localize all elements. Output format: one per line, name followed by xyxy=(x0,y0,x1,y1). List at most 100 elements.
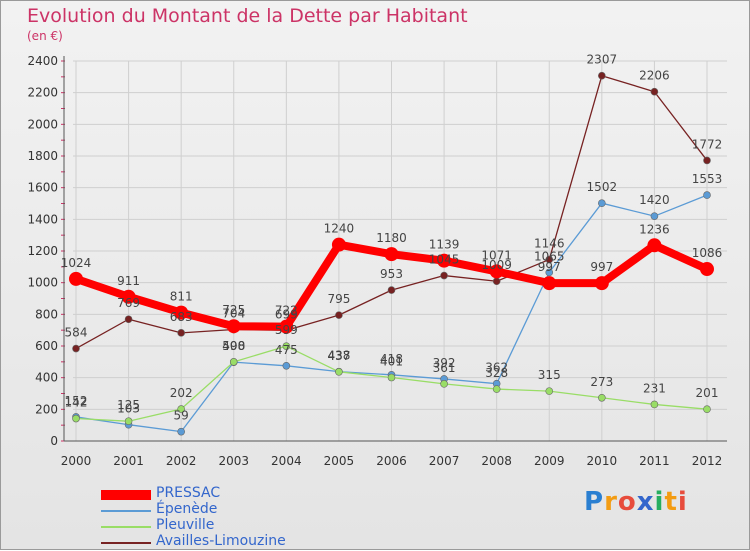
data-label: 125 xyxy=(117,398,140,412)
logo-letter: i xyxy=(677,487,688,517)
data-label: 911 xyxy=(117,274,140,288)
x-tick-label: 2011 xyxy=(639,454,670,468)
proxiti-logo: Proxiti xyxy=(584,487,688,517)
data-label: 1086 xyxy=(692,246,723,260)
data-label: 722 xyxy=(275,304,298,318)
x-tick-label: 2000 xyxy=(61,454,92,468)
data-point xyxy=(703,156,711,165)
data-label: 152 xyxy=(65,394,88,408)
y-tick-label: 2200 xyxy=(27,86,58,100)
data-point xyxy=(703,191,711,199)
data-label: 1065 xyxy=(534,249,565,263)
chart-subtitle: (en €) xyxy=(27,29,63,43)
y-tick-label: 1200 xyxy=(27,244,58,258)
data-label: 1139 xyxy=(429,238,460,252)
data-label: 315 xyxy=(538,368,561,382)
data-point xyxy=(387,373,396,382)
data-label: 328 xyxy=(485,366,508,380)
x-tick-label: 2001 xyxy=(113,454,144,468)
logo-letter: x xyxy=(636,487,655,517)
data-label: 1180 xyxy=(376,231,407,245)
data-label: 1236 xyxy=(639,222,670,236)
data-point xyxy=(279,319,294,334)
legend-swatch xyxy=(101,490,151,500)
data-point xyxy=(384,247,399,262)
x-tick-label: 2008 xyxy=(481,454,512,468)
logo-letter: r xyxy=(604,487,618,517)
data-point xyxy=(124,315,133,324)
data-label: 392 xyxy=(433,356,456,370)
chart-title: Evolution du Montant de la Dette par Hab… xyxy=(27,5,468,27)
data-point xyxy=(703,405,711,413)
data-point xyxy=(69,271,83,286)
y-tick-label: 1400 xyxy=(27,212,58,226)
data-point xyxy=(489,264,504,279)
data-label: 201 xyxy=(696,386,719,400)
data-point xyxy=(335,311,343,319)
y-tick-label: 800 xyxy=(35,307,58,321)
y-tick-label: 200 xyxy=(35,402,58,416)
data-point xyxy=(72,344,80,353)
data-point xyxy=(229,358,238,366)
data-label: 362 xyxy=(485,361,508,375)
data-label: 1009 xyxy=(481,258,512,272)
data-label: 59 xyxy=(174,409,189,423)
data-point xyxy=(492,385,501,393)
data-point xyxy=(545,268,554,277)
data-label: 795 xyxy=(327,292,350,306)
data-point xyxy=(387,286,396,294)
data-label: 1420 xyxy=(639,193,670,207)
data-point xyxy=(177,427,185,436)
data-point xyxy=(121,289,136,304)
legend-swatch xyxy=(101,542,151,544)
data-label: 704 xyxy=(222,307,245,321)
legend-label: Épenède xyxy=(156,501,218,517)
data-label: 437 xyxy=(327,349,350,363)
data-label: 811 xyxy=(170,290,193,304)
data-label: 584 xyxy=(65,326,88,340)
data-point xyxy=(124,417,133,426)
y-tick-label: 2000 xyxy=(27,117,58,131)
y-tick-label: 2400 xyxy=(27,54,58,68)
data-label: 2307 xyxy=(587,53,618,67)
x-tick-label: 2007 xyxy=(429,454,460,468)
data-label: 1772 xyxy=(692,137,723,151)
x-tick-label: 2003 xyxy=(218,454,249,468)
data-point xyxy=(331,237,346,252)
data-point xyxy=(545,255,554,264)
x-tick-label: 2005 xyxy=(324,454,355,468)
data-point xyxy=(598,71,606,80)
data-point xyxy=(492,277,501,286)
y-tick-label: 1600 xyxy=(27,181,58,195)
data-point xyxy=(282,361,291,370)
data-point xyxy=(440,271,448,280)
data-point xyxy=(72,414,80,423)
data-label: 142 xyxy=(65,396,88,410)
data-label: 1045 xyxy=(429,253,460,267)
y-tick-label: 1800 xyxy=(27,149,58,163)
data-point xyxy=(598,199,606,207)
x-tick-label: 2006 xyxy=(376,454,407,468)
legend-swatch xyxy=(101,510,151,512)
data-point xyxy=(700,262,714,277)
data-label: 953 xyxy=(380,267,403,281)
data-label: 2206 xyxy=(639,69,670,83)
legend-swatch xyxy=(101,526,151,528)
data-label: 475 xyxy=(275,343,298,357)
logo-letter: P xyxy=(584,487,605,517)
data-label: 725 xyxy=(222,303,245,317)
legend-label: Pleuville xyxy=(156,517,215,533)
data-label: 683 xyxy=(170,310,193,324)
data-point xyxy=(437,253,452,268)
y-tick-label: 1000 xyxy=(27,276,58,290)
x-tick-label: 2010 xyxy=(587,454,618,468)
data-point xyxy=(545,387,554,395)
data-label: 273 xyxy=(590,375,613,389)
logo-letter: o xyxy=(617,487,637,517)
data-label: 1240 xyxy=(324,222,355,236)
data-label: 401 xyxy=(380,355,403,369)
data-point xyxy=(647,238,662,253)
data-label: 500 xyxy=(222,339,245,353)
data-point xyxy=(282,342,291,350)
